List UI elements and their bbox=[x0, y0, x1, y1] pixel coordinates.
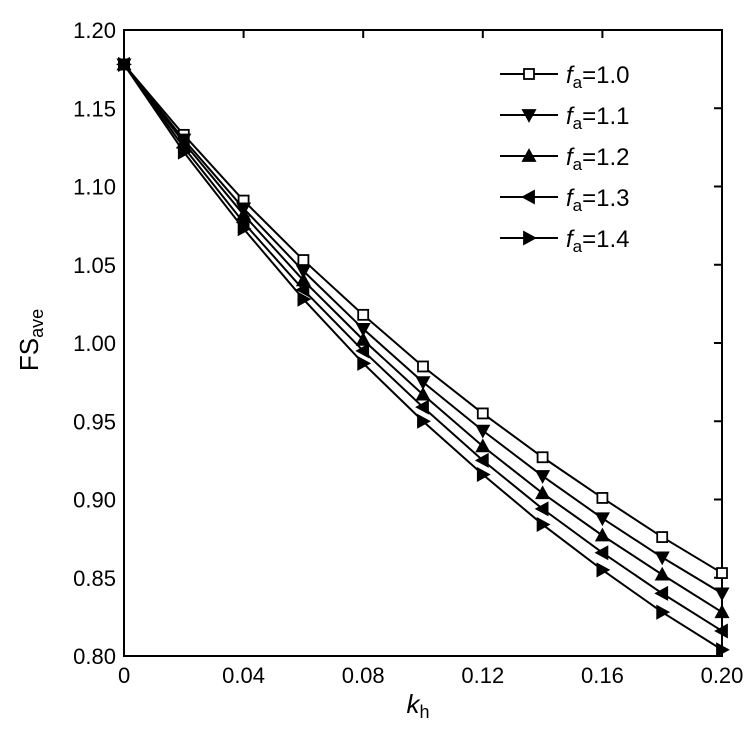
data-point bbox=[474, 452, 489, 468]
x-tick-label: 0.08 bbox=[342, 663, 385, 688]
series-3 bbox=[116, 56, 730, 619]
plot-frame bbox=[123, 29, 723, 657]
data-point bbox=[237, 221, 252, 237]
data-point bbox=[295, 272, 311, 287]
y-tick-label: 0.90 bbox=[73, 488, 116, 513]
data-point bbox=[476, 466, 491, 482]
series-line bbox=[123, 63, 723, 595]
y-tick-label: 1.10 bbox=[73, 175, 116, 200]
y-axis-ticks: 0.80 0.85 0.90 0.95 1.00 1.05 1.10 1.15 1.20 bbox=[73, 18, 722, 669]
data-point bbox=[177, 144, 192, 160]
y-tick-label: 0.95 bbox=[73, 409, 116, 434]
y-axis-label-main: FS bbox=[14, 338, 44, 371]
data-point bbox=[714, 604, 730, 619]
data-point bbox=[656, 604, 671, 620]
x-tick-label: 0.04 bbox=[222, 663, 265, 688]
axes bbox=[123, 29, 723, 657]
x-axis-ticks: 0 0.04 0.08 0.12 0.16 0.20 bbox=[118, 30, 743, 688]
data-point bbox=[594, 527, 610, 542]
legend-marker bbox=[521, 148, 537, 162]
data-point bbox=[535, 485, 551, 500]
data-point bbox=[594, 512, 610, 527]
legend: fa=1.0 fa=1.1 fa=1.2 fa=1.3 fa=1.4 bbox=[500, 62, 630, 256]
legend-marker bbox=[521, 109, 537, 123]
data-point bbox=[536, 517, 551, 533]
legend-entry: fa=1.3 bbox=[500, 185, 630, 215]
data-point bbox=[536, 451, 549, 464]
data-point bbox=[656, 531, 669, 543]
legend-label: fa=1.0 bbox=[566, 62, 630, 92]
legend-marker bbox=[523, 68, 535, 80]
x-tick-label: 0.20 bbox=[701, 663, 744, 688]
data-point bbox=[415, 376, 431, 391]
y-axis-label: FSave bbox=[14, 309, 47, 371]
data-point bbox=[476, 407, 489, 420]
data-point bbox=[417, 360, 429, 373]
data-point bbox=[714, 587, 730, 602]
series-layer bbox=[116, 56, 730, 658]
legend-label: fa=1.3 bbox=[566, 185, 630, 215]
y-tick-label: 1.20 bbox=[73, 18, 116, 43]
data-point bbox=[118, 56, 132, 72]
series-line bbox=[123, 63, 723, 651]
data-point bbox=[295, 282, 310, 298]
data-point bbox=[357, 355, 372, 371]
data-point bbox=[355, 331, 371, 346]
series-4 bbox=[116, 56, 728, 639]
data-point bbox=[295, 265, 311, 279]
data-point bbox=[475, 424, 491, 439]
data-point bbox=[355, 323, 371, 337]
legend-entry: fa=1.2 bbox=[500, 144, 630, 174]
x-axis-label-main: k bbox=[406, 689, 421, 719]
legend-label: fa=1.4 bbox=[566, 226, 630, 256]
y-tick-label: 1.15 bbox=[73, 96, 116, 121]
series-line bbox=[123, 63, 723, 614]
data-point bbox=[714, 623, 728, 639]
legend-label: fa=1.2 bbox=[566, 144, 630, 174]
series-line bbox=[123, 63, 723, 574]
legend-entry: fa=1.1 bbox=[500, 103, 630, 133]
x-axis-label-sub: h bbox=[419, 702, 429, 722]
data-point bbox=[594, 545, 609, 561]
x-tick-label: 0 bbox=[118, 663, 130, 688]
data-point bbox=[654, 585, 669, 601]
data-point bbox=[297, 291, 312, 307]
data-point bbox=[596, 562, 611, 578]
legend-marker bbox=[523, 230, 537, 246]
series-5 bbox=[118, 56, 730, 658]
series-1 bbox=[118, 58, 728, 579]
data-point bbox=[475, 438, 491, 453]
data-point bbox=[716, 642, 730, 658]
data-point bbox=[415, 399, 429, 415]
x-tick-label: 0.12 bbox=[461, 663, 504, 688]
y-tick-label: 1.05 bbox=[73, 253, 116, 278]
series-line bbox=[123, 63, 723, 632]
x-tick-label: 0.16 bbox=[581, 663, 624, 688]
data-point bbox=[654, 551, 670, 566]
data-point bbox=[596, 492, 609, 504]
data-point bbox=[297, 254, 310, 266]
x-axis-label: kh bbox=[406, 689, 429, 722]
y-axis-label-sub: ave bbox=[27, 309, 47, 338]
data-point bbox=[357, 308, 370, 321]
data-point bbox=[417, 413, 431, 429]
series-2 bbox=[116, 58, 730, 602]
legend-marker bbox=[521, 189, 535, 205]
y-tick-label: 0.80 bbox=[73, 644, 116, 669]
data-point bbox=[654, 566, 670, 581]
data-point bbox=[534, 501, 549, 517]
legend-label: fa=1.1 bbox=[566, 103, 630, 133]
y-tick-label: 1.00 bbox=[73, 331, 116, 356]
legend-entry: fa=1.4 bbox=[500, 226, 630, 256]
y-tick-label: 0.85 bbox=[73, 566, 116, 591]
legend-entry: fa=1.0 bbox=[500, 62, 630, 92]
data-point bbox=[716, 567, 728, 579]
data-point bbox=[535, 470, 551, 484]
data-point bbox=[415, 386, 431, 401]
data-point bbox=[355, 343, 370, 359]
